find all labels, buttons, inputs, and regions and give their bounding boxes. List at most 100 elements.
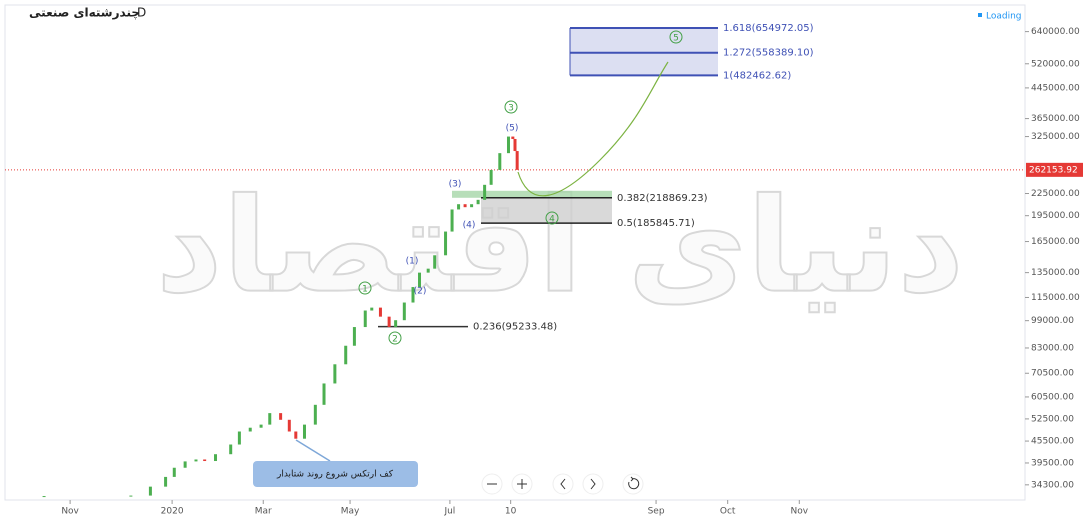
y-tick-label: 325000.00 [1031,132,1080,142]
y-tick-label: 34300.00 [1031,480,1074,490]
candle [294,431,298,439]
candle [457,204,461,210]
candle [164,476,168,487]
fib-zone [570,28,718,76]
x-tick-label: Mar [255,507,272,517]
wave-circle [358,281,372,295]
fib-zone [452,190,612,198]
candle [302,424,306,439]
plot-frame [4,4,1026,501]
x-tick-label: Sep [648,507,665,517]
chart-title: چندرشته‌ای صنعتی [29,6,140,20]
scroll-left-icon [560,478,566,490]
callout-box [253,461,418,487]
interval: D [137,6,146,20]
candle [444,231,448,256]
y-tick-label: 640000.00 [1031,27,1080,37]
y-tick-label: 99000.00 [1031,316,1074,326]
candle [426,268,430,273]
y-tick-label: 45500.00 [1031,437,1074,447]
candle [515,151,519,170]
wave-circle [545,211,559,225]
wave-circle [504,100,518,114]
wave-label: 1 [362,285,368,295]
candle [203,459,207,462]
fib-label: 0.5(185845.71) [617,218,695,229]
candle [229,444,233,455]
x-tick-label: Oct [720,507,736,517]
fib-label: 1.272(558389.10) [723,48,814,59]
status: Loading [986,12,1022,22]
reset-icon [628,476,640,490]
wave-label: (3) [449,180,462,190]
candle [183,461,187,468]
y-tick-label: 135000.00 [1031,268,1080,278]
candle [411,287,415,303]
candle [148,486,152,496]
last-price-label: 262153.92 [1029,165,1078,175]
candle [463,204,467,208]
fib-label: 1.618(654972.05) [723,23,814,34]
projection [517,61,669,197]
wave-label: (1) [406,257,419,267]
scroll-right-icon [590,478,596,490]
y-tick-label: 195000.00 [1031,211,1080,221]
candle [498,153,502,170]
candle [214,454,218,462]
candle [172,467,176,477]
x-tick-label: Jul [443,507,455,517]
wave-circle [388,331,402,345]
candle [279,413,283,420]
candle [194,459,198,462]
y-tick-label: 52500.00 [1031,414,1074,424]
y-tick-label: 520000.00 [1031,59,1080,69]
zoom-in-icon [517,479,527,489]
wave-label: (5) [506,124,519,134]
candle [483,184,487,200]
y-tick-label: 70500.00 [1031,369,1074,379]
scroll-right[interactable] [582,473,604,495]
candle [476,199,480,205]
y-tick-label: 445000.00 [1031,83,1080,93]
y-tick-label: 225000.00 [1031,189,1080,199]
toolbar [481,473,644,495]
candle [394,320,398,328]
candle [433,255,437,269]
candle [248,427,252,432]
candle [511,136,515,139]
scroll-left[interactable] [552,473,574,495]
candle [322,383,326,405]
candle [333,364,337,384]
status-dot [978,13,982,17]
candle [352,327,356,346]
y-tick-label: 115000.00 [1031,293,1080,303]
candle [313,404,317,425]
wave-label: 2 [392,335,398,345]
candle [470,204,474,208]
candle [237,431,241,445]
wave-label: (2) [414,287,427,297]
candle [418,272,422,288]
y-tick-label: 365000.00 [1031,114,1080,124]
last-price-box [1026,162,1083,177]
wave-label: (4) [463,221,476,231]
wave-label: 3 [508,104,514,114]
wave-label: 5 [673,34,679,44]
y-tick-label: 165000.00 [1031,237,1080,247]
x-tick-label: Nov [61,507,79,517]
candle [344,345,348,365]
candle [42,496,46,498]
x-tick-label: May [341,507,360,517]
candle [363,310,367,328]
reset[interactable] [622,473,644,495]
candle [268,413,272,425]
x-tick-label: 10 [505,507,517,517]
x-tick-label: Nov [791,507,809,517]
candle [506,136,510,154]
callout-pointer [295,439,331,462]
y-tick-label: 60500.00 [1031,392,1074,402]
candle [259,424,263,428]
candle [129,495,133,497]
candle [489,169,493,185]
